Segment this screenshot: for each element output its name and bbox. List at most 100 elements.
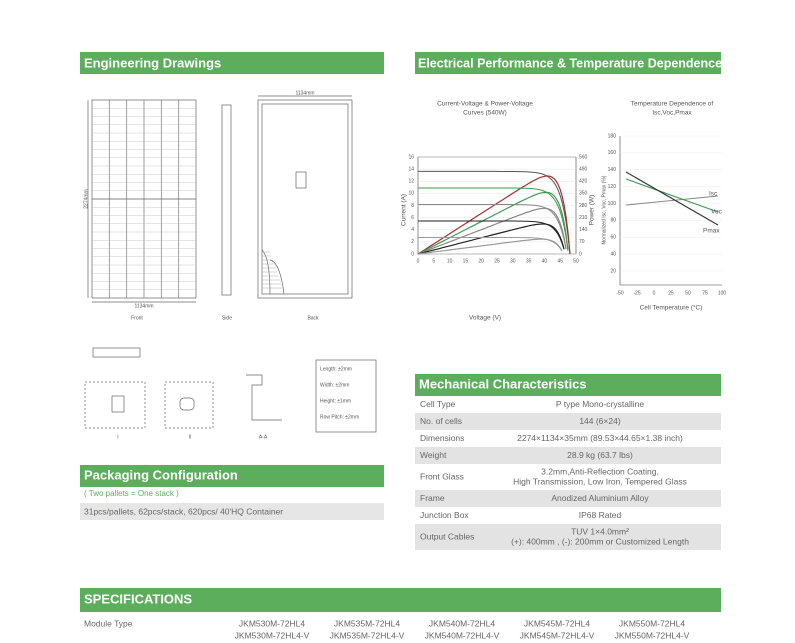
pv-curve: [417, 223, 565, 255]
x-tick-label: 30: [510, 258, 516, 264]
tolerance: Row Pitch: ±2mm: [320, 414, 359, 420]
model-name: JKM535M-72HL4: [334, 618, 400, 628]
tolerance-box: [315, 359, 377, 433]
y2-tick-label: 490: [579, 166, 588, 172]
axis-label: Power (W): [589, 195, 596, 226]
dimension-label: 1134mm: [295, 90, 314, 96]
packaging-detail: 31pcs/pallets, 62pcs/stack, 620pcs/ 40'H…: [84, 506, 283, 516]
row-value: (+): 400mm , (-): 200mm or Customized Le…: [511, 536, 689, 546]
y-tick-label: 60: [610, 235, 616, 241]
y2-tick-label: 210: [579, 215, 588, 221]
row-value: TUV 1×4.0mm²: [571, 526, 629, 536]
x-tick-label: 40: [542, 258, 548, 264]
x-tick-label: 20: [478, 258, 484, 264]
axis-label: Voltage (V): [469, 315, 501, 322]
x-tick-label: -50: [616, 290, 623, 296]
y-tick-label: 160: [608, 150, 617, 156]
row-label: Junction Box: [420, 510, 469, 520]
x-tick-label: 25: [668, 290, 674, 296]
y-tick-label: 4: [411, 227, 414, 233]
pv-curve: [417, 191, 569, 255]
profile: [246, 374, 282, 421]
iv-curve: [418, 170, 571, 255]
iv-curve: [418, 187, 569, 251]
axis-label: Current (A): [401, 194, 408, 226]
section-title: SPECIFICATIONS: [84, 591, 192, 606]
x-tick-label: 25: [494, 258, 500, 264]
header-bar: [415, 52, 721, 74]
model-name: JKM545M-72HL4: [524, 618, 590, 628]
y-tick-label: 40: [610, 251, 616, 257]
series-label: Pmax: [703, 228, 720, 235]
y-tick-label: 16: [408, 154, 414, 160]
temp-line: [625, 195, 719, 206]
y2-tick-label: 420: [579, 179, 588, 185]
model-name: JKM550M-72HL4: [619, 618, 685, 628]
model-name: JKM530M-72HL4: [239, 618, 305, 628]
chart-title: Isc,Voc,Pmax: [652, 110, 692, 117]
row-bg: [415, 524, 721, 550]
side-view: [221, 104, 232, 296]
packaging-note: ( Two pallets = One stack ): [84, 489, 179, 498]
row-bg: [415, 396, 721, 413]
model-name: JKM545M-72HL4-V: [520, 630, 595, 640]
back-frame: [261, 103, 349, 295]
section-detail: [179, 397, 195, 411]
section-label: II: [189, 434, 192, 440]
header-bar: [80, 588, 721, 612]
row-bg: [415, 447, 721, 464]
row-bg: [80, 503, 384, 520]
chart-title: Curves (540W): [463, 110, 507, 117]
y2-tick-label: 280: [579, 203, 588, 209]
row-value: 3.2mm,Anti-Reflection Coating,: [541, 466, 659, 476]
y2-tick-label: 560: [579, 154, 588, 160]
temp-line: [625, 178, 719, 213]
y-tick-label: 140: [608, 167, 617, 173]
row-bg: [415, 413, 721, 430]
section-title: Packaging Configuration: [84, 467, 238, 482]
section-detail: [111, 395, 125, 413]
row-label: No. of cells: [420, 416, 462, 426]
section-view: [84, 381, 146, 429]
y-tick-label: 10: [408, 191, 414, 197]
series-label: Isc: [709, 191, 718, 198]
tolerance: Height: ±1mm: [320, 398, 351, 404]
back-panel: [257, 99, 353, 299]
view-label: Front: [131, 315, 143, 321]
row-value: High Transmission, Low Iron, Tempered Gl…: [513, 476, 687, 486]
row-bg: [415, 507, 721, 524]
section-label: I: [117, 434, 118, 440]
row-label: Cell Type: [420, 399, 456, 409]
chart-title: Temperature Dependence of: [631, 101, 714, 108]
series-label: Voc: [711, 209, 723, 216]
chart-title: Current-Voltage & Power-Voltage: [437, 101, 533, 108]
x-tick-label: 0: [653, 290, 656, 296]
row-label: Frame: [420, 493, 445, 503]
row-value: 144 (6×24): [579, 416, 621, 426]
y-tick-label: 20: [610, 268, 616, 274]
y-tick-label: 80: [610, 218, 616, 224]
x-tick-label: 0: [417, 258, 420, 264]
tolerance: Width: ±2mm: [320, 382, 349, 388]
temp-line: [625, 171, 719, 226]
tolerance: Length: ±2mm: [320, 366, 352, 372]
row-label: Dimensions: [420, 433, 464, 443]
y-tick-label: 2: [411, 239, 414, 245]
y2-tick-label: 140: [579, 227, 588, 233]
row-bg: [415, 490, 721, 507]
y-tick-label: 6: [411, 215, 414, 221]
row-value: P type Mono-crystalline: [556, 399, 644, 409]
model-name: JKM535M-72HL4-V: [330, 630, 405, 640]
section-label: A-A: [259, 434, 268, 440]
x-tick-label: 10: [447, 258, 453, 264]
model-name: JKM540M-72HL4: [429, 618, 495, 628]
dimension-label: 2274mm: [83, 189, 89, 208]
x-tick-label: 50: [685, 290, 691, 296]
iv-curve: [418, 220, 565, 250]
header-bar: [80, 52, 384, 74]
connector: [92, 347, 141, 358]
section-title: Electrical Performance & Temperature Dep…: [418, 56, 722, 70]
row-value: 2274×1134×35mm (89.53×44.65×1.38 inch): [517, 433, 683, 443]
x-tick-label: 15: [463, 258, 469, 264]
view-label: Side: [222, 315, 232, 321]
